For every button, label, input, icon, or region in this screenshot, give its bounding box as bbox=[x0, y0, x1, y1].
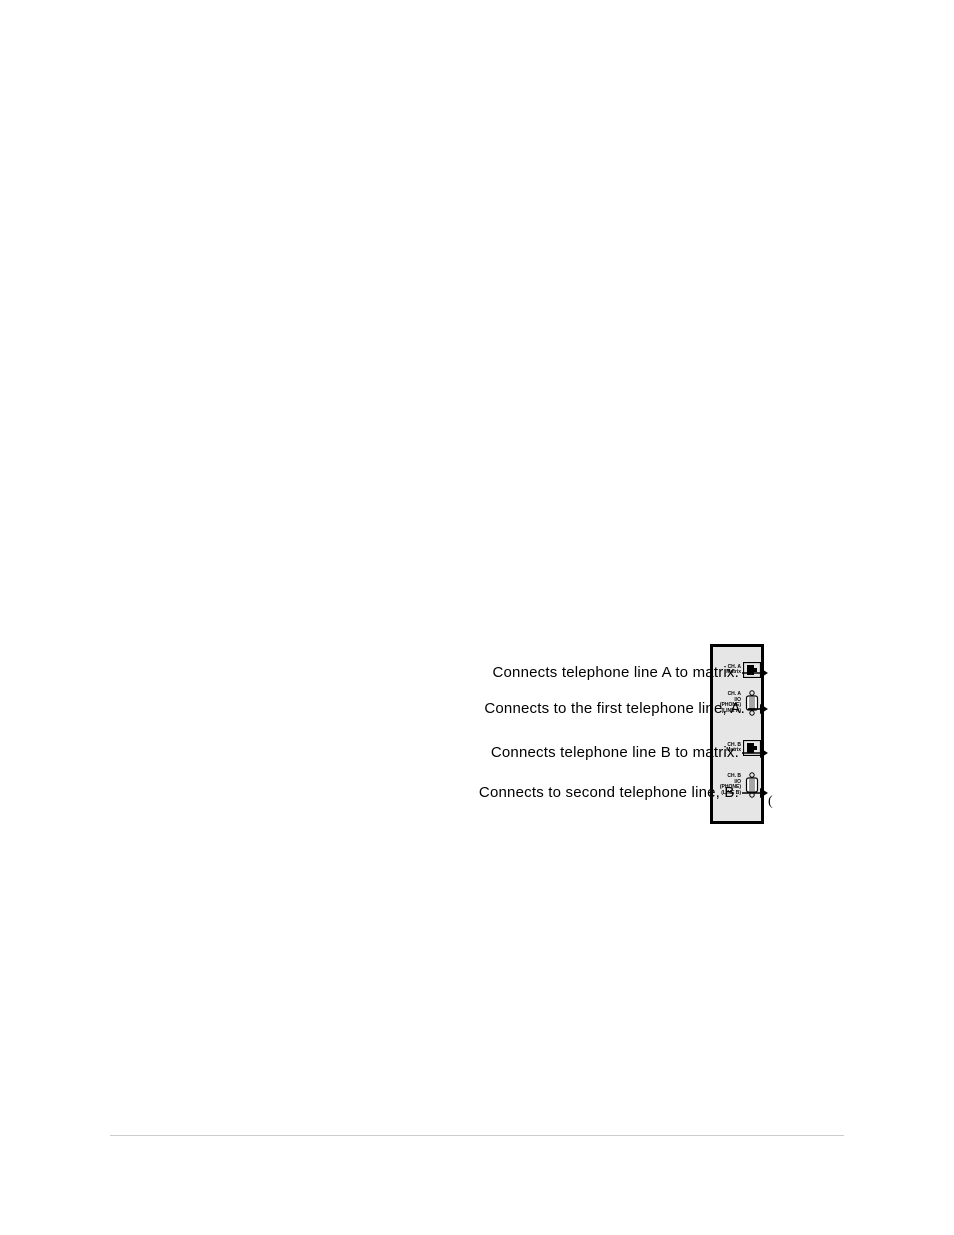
callout-text: Connects to second telephone line, B. bbox=[450, 784, 739, 801]
callout-text: Connects to the first telephone line, A. bbox=[450, 700, 745, 717]
page: CH. A Matrix CH. A I/O (PHONE) (LINE A) bbox=[0, 0, 954, 1235]
arrow-right-icon bbox=[748, 703, 768, 715]
arrow-right-icon bbox=[742, 787, 768, 799]
callout-region: Connects telephone line A to matrix. Con… bbox=[450, 660, 770, 860]
callout-row: Connects telephone line A to matrix. bbox=[450, 664, 770, 681]
arrow-right-icon bbox=[742, 667, 768, 679]
stray-paren: ( bbox=[768, 794, 773, 810]
callout-text: Connects telephone line B to matrix. bbox=[450, 744, 739, 761]
callout-row: Connects telephone line B to matrix. bbox=[450, 744, 770, 761]
callout-row: Connects to the first telephone line, A. bbox=[450, 700, 770, 717]
callout-text: Connects telephone line A to matrix. bbox=[450, 664, 739, 681]
footer-rule bbox=[110, 1135, 844, 1136]
arrow-right-icon bbox=[742, 747, 768, 759]
callout-row: Connects to second telephone line, B. bbox=[450, 784, 770, 801]
